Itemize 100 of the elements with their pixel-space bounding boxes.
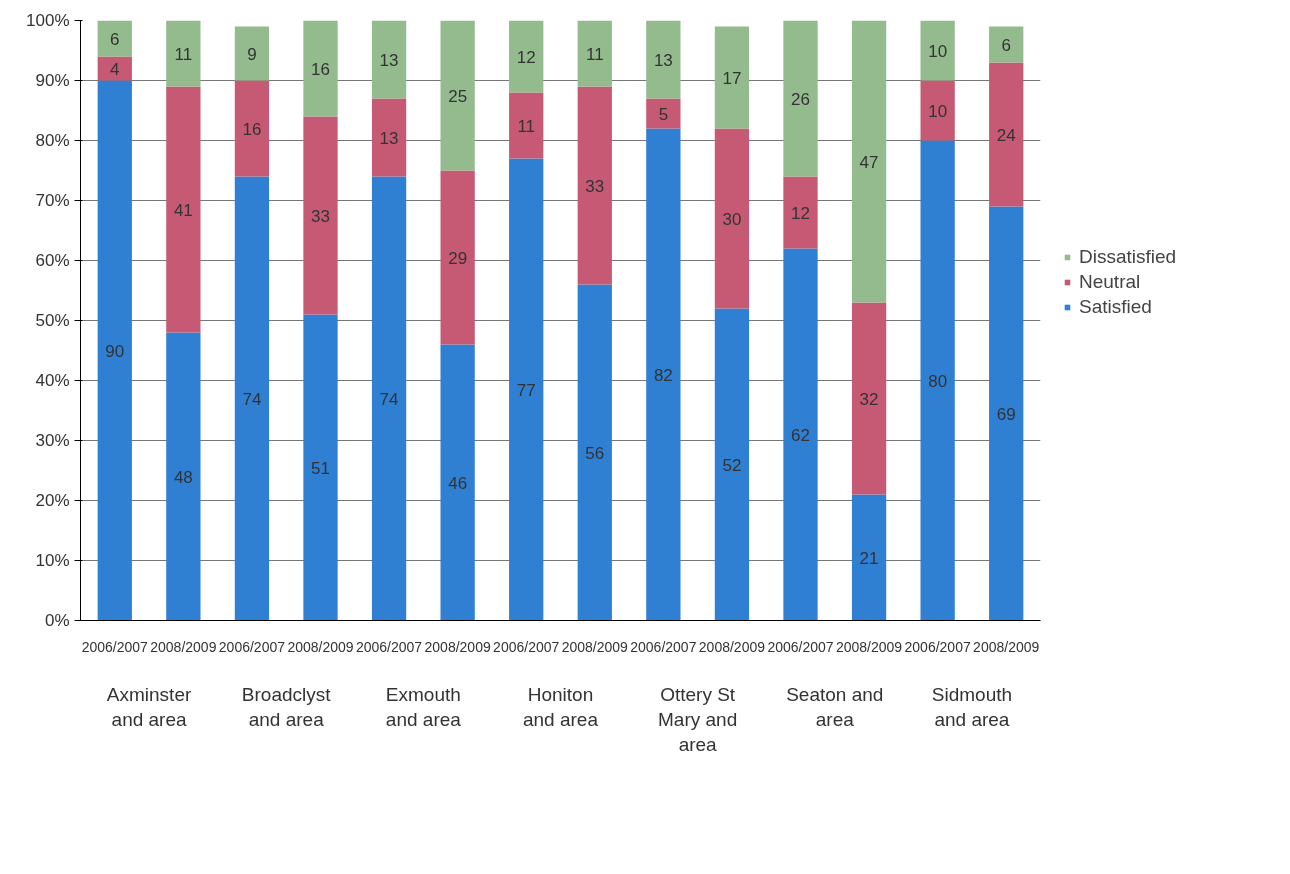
x-tick-label: 2008/2009: [150, 638, 217, 655]
data-label: 33: [585, 176, 605, 196]
data-label: 10: [928, 41, 948, 61]
data-label: 16: [242, 119, 262, 139]
data-label: 82: [653, 365, 673, 385]
data-label: 6: [1001, 35, 1011, 55]
bar: [989, 62, 1024, 207]
x-tick-label: 2006/2007: [81, 638, 149, 655]
text: Broadclyst and area: [241, 683, 332, 730]
bar: [920, 80, 955, 141]
text: Honiton and area: [523, 683, 599, 730]
x-tick-label: 2008/2009: [698, 638, 766, 655]
data-label: 13: [379, 50, 399, 70]
x-tick-label: 2008/2009: [424, 638, 491, 655]
bar: [509, 20, 544, 93]
y-tick-label: 70%: [35, 191, 70, 210]
y-tick-label: 100%: [26, 11, 70, 30]
x-tick-label: 2008/2009: [287, 638, 354, 655]
bar: [440, 170, 475, 345]
x-tick-label: 2006/2007: [630, 638, 697, 655]
data-label: 10: [928, 101, 948, 121]
data-label: 77: [516, 380, 536, 400]
data-label: 13: [653, 50, 673, 70]
text: Axminster and area: [106, 683, 192, 730]
bar: [97, 56, 132, 81]
y-tick-label: 10%: [35, 551, 70, 570]
bar: [577, 284, 612, 621]
data-label: 9: [247, 44, 257, 64]
y-tick-label: 80%: [35, 131, 70, 150]
data-label: 5: [658, 104, 669, 124]
bar: [303, 314, 338, 621]
bar: [166, 20, 201, 87]
text: Sidmouth and area: [931, 683, 1013, 730]
bar: [440, 344, 475, 621]
bar: [509, 92, 544, 159]
bar: [783, 248, 818, 621]
bar: [920, 20, 955, 81]
bar: [371, 98, 407, 177]
bar: [920, 140, 955, 621]
bar: [714, 26, 750, 129]
bar: [234, 176, 270, 621]
data-label: 12: [516, 47, 536, 67]
data-label: 12: [791, 203, 810, 223]
data-label: 74: [379, 389, 399, 409]
bar: [989, 26, 1024, 63]
data-label: 69: [996, 404, 1016, 424]
bar: [166, 86, 201, 333]
data-label: 13: [379, 128, 399, 148]
legend-label: Neutral: [1079, 270, 1141, 293]
data-label: 29: [448, 248, 468, 268]
data-label: 24: [996, 125, 1016, 145]
x-tick-label: 2008/2009: [835, 638, 903, 655]
data-label: 51: [311, 458, 330, 478]
bar: [783, 20, 818, 177]
data-label: 33: [311, 206, 330, 226]
y-tick-label: 60%: [35, 251, 70, 270]
bar: [303, 20, 338, 117]
x-tick-label: 2006/2007: [767, 638, 834, 655]
bar: [509, 158, 544, 621]
bar: [371, 176, 407, 621]
data-label: 52: [722, 455, 742, 475]
y-tick-label: 40%: [35, 371, 70, 390]
bar: [851, 494, 887, 621]
bar: [851, 20, 887, 303]
bar: [97, 80, 132, 621]
legend-label: Satisfied: [1079, 295, 1152, 318]
text: Ottery St Mary and area: [658, 683, 738, 755]
data-label: 11: [585, 44, 604, 64]
x-tick-label: 2006/2007: [904, 638, 971, 655]
bar: [166, 332, 201, 621]
data-label: 16: [311, 59, 330, 79]
x-tick-label: 2006/2007: [218, 638, 286, 655]
bar: [646, 98, 681, 129]
data-label: 26: [791, 89, 810, 109]
data-label: 74: [242, 389, 262, 409]
x-tick-label: 2006/2007: [493, 638, 560, 655]
y-tick-label: 90%: [35, 71, 70, 90]
data-label: 41: [173, 200, 193, 220]
text: Exmouth and area: [385, 683, 462, 730]
text: Seaton and area: [786, 683, 884, 730]
data-label: 11: [517, 116, 536, 136]
data-label: 4: [110, 59, 120, 79]
data-label: 56: [585, 443, 605, 463]
data-label: 80: [928, 371, 948, 391]
bar: [714, 308, 750, 621]
data-label: 6: [110, 29, 120, 49]
bar: [783, 176, 818, 249]
data-label: 11: [174, 44, 193, 64]
bar: [97, 20, 132, 57]
x-tick-label: 2006/2007: [355, 638, 423, 655]
bar: [577, 86, 612, 285]
bar: [714, 128, 750, 309]
data-label: 47: [859, 152, 879, 172]
bar: [234, 26, 270, 81]
bar: [851, 302, 887, 495]
x-tick-label: 2008/2009: [973, 638, 1040, 655]
data-label: 21: [859, 548, 879, 568]
bar: [440, 20, 475, 171]
bar: [303, 116, 338, 315]
y-tick-label: 30%: [35, 431, 70, 450]
